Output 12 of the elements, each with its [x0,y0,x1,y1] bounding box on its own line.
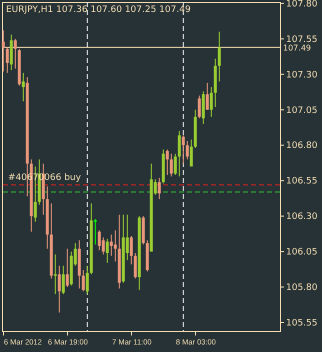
y-tick-label: 106.55 [286,176,318,187]
y-tick-label: 107.05 [286,106,318,116]
y-tick-label: 107.30 [286,70,318,80]
y-tick-label: 106.30 [286,212,318,222]
y-tick-label: 106.80 [286,141,318,152]
y-tick-label: 106.05 [286,248,318,258]
chart-title: EURJPY,H1 107.36 107.60 107.25 107.49 [6,5,191,15]
y-tick-label: 107.80 [286,0,318,10]
y-tick-label: 107.55 [286,34,318,45]
y-tick-label: 105.80 [286,283,318,294]
y-tick-label: 105.55 [286,318,318,328]
ref-line-label: 107.49 [283,43,311,52]
